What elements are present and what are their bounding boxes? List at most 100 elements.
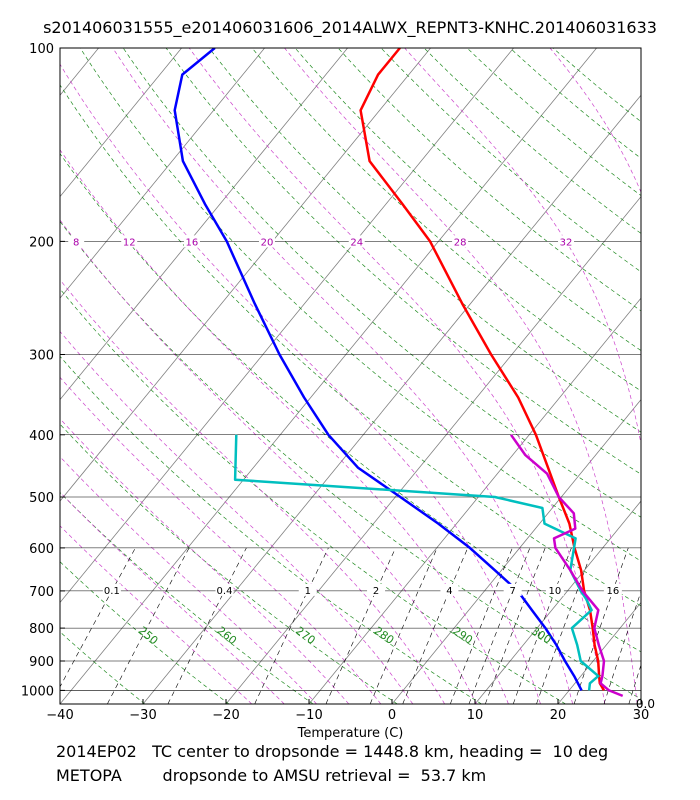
- mixing-ratio-label: 7: [509, 586, 515, 597]
- plot-area: [0, 48, 700, 704]
- x-tick-label: 10: [467, 708, 484, 723]
- dry-adiabat-line: [60, 492, 314, 704]
- y-tick-label: 600: [29, 542, 54, 557]
- isotherm-line: [60, 48, 597, 704]
- isotherm-line: [474, 500, 641, 704]
- mixing-ratio-line: [325, 547, 396, 704]
- isotherm-line: [60, 48, 265, 299]
- moist-adiabat-label: 24: [350, 237, 363, 248]
- isotherm-line: [391, 398, 641, 704]
- mixing-ratio-label-bg: [367, 583, 386, 596]
- moist-adiabat-label-bg: [348, 235, 365, 248]
- dry-adiabat-line: [294, 48, 641, 351]
- mixing-ratio-line: [167, 547, 247, 704]
- x-tick-label: 0: [388, 708, 396, 723]
- isotherm-line: [60, 48, 431, 502]
- isotherm-line: [60, 48, 348, 401]
- x-tick-label: −30: [129, 708, 156, 723]
- moist-adiabat-label: 32: [560, 237, 573, 248]
- y-tick-label: 100: [29, 42, 54, 57]
- footer-distance-heading: 2014EP02 TC center to dropsonde = 1448.8…: [56, 742, 609, 761]
- x-axis-label: Temperature (C): [297, 726, 404, 741]
- mixing-ratio-label-bg: [298, 583, 317, 596]
- isotherm-line: [308, 297, 641, 704]
- moist-adiabat-label: 28: [454, 237, 467, 248]
- isotherm-line: [640, 703, 641, 704]
- mixing-ratio-line: [603, 590, 641, 704]
- moist-adiabat-line: [60, 418, 350, 704]
- y-tick-label: 700: [29, 585, 54, 600]
- y-tick-label: 900: [29, 655, 54, 670]
- mixing-ratio-line: [369, 547, 438, 704]
- plot-background: [60, 48, 641, 704]
- x-tick-label: −10: [295, 708, 322, 723]
- dry-adiabat-line: [60, 288, 566, 704]
- mixing-ratio-line: [573, 547, 629, 704]
- mixing-ratio-label-bg: [545, 583, 564, 596]
- chart-title: s201406031555_e201406031606_2014ALWX_REP…: [43, 18, 657, 37]
- moist-adiabat-line: [692, 48, 700, 704]
- mixing-ratio-line: [468, 547, 531, 704]
- isotherm-line: [60, 48, 182, 198]
- moist-adiabat-line: [60, 491, 285, 704]
- moist-adiabat-label-bg: [68, 235, 85, 248]
- mixing-ratio-line: [485, 547, 546, 704]
- moist-adiabat-label-bg: [258, 235, 275, 248]
- profile-line-2: [173, 48, 583, 691]
- y-tick-label: 300: [29, 348, 54, 363]
- y-tick-label: 400: [29, 429, 54, 444]
- plot-frame: [59, 47, 642, 705]
- mixing-ratio-line: [628, 664, 641, 704]
- mixing-ratio-label: 2: [373, 586, 379, 597]
- y-tick-label: 200: [29, 235, 54, 250]
- mixing-ratio-line: [60, 547, 136, 688]
- moist-adiabat-line: [60, 149, 509, 704]
- moist-adiabat-label-bg: [183, 235, 200, 248]
- moist-adiabat-label-bg: [452, 235, 469, 248]
- mixing-ratio-label-bg: [603, 583, 622, 596]
- x-axis: −40 −30 −20 −10 0 10 20 30 Temperature (C): [46, 699, 649, 741]
- mixing-ratio-line: [254, 547, 329, 704]
- x-tick-label: −20: [212, 708, 239, 723]
- profile-line-3: [233, 434, 600, 691]
- dry-adiabat-line: [60, 631, 146, 704]
- dry-adiabat-line: [60, 423, 398, 704]
- dry-adiabat-line: [208, 48, 641, 433]
- moist-adiabat-label-bg: [121, 235, 138, 248]
- x-tick-label: 30: [633, 708, 650, 723]
- isotherm-line: [0, 48, 16, 704]
- mixing-ratio-labels: 0.1 0.4 1 2 4 7 10 16: [102, 583, 622, 597]
- mixing-ratio-label: 10: [549, 586, 562, 597]
- moist-adiabat-line: [112, 48, 573, 704]
- y-tick-label: 500: [29, 491, 54, 506]
- moist-adiabat-label: 12: [123, 237, 136, 248]
- mixing-ratio-label: 0.4: [217, 586, 233, 597]
- moist-adiabat-line: [60, 456, 317, 704]
- x-tick-label: −40: [46, 708, 73, 723]
- dry-adiabat-line: [60, 355, 482, 704]
- moist-adiabat-line: [60, 525, 253, 704]
- mixing-ratio-line: [536, 547, 594, 704]
- mixing-ratio-label: 4: [446, 586, 452, 597]
- moist-adiabat-line: [60, 63, 541, 704]
- mixing-ratio-label: 0.1: [104, 586, 120, 597]
- moist-adiabat-line: [60, 219, 477, 704]
- moist-adiabat-line: [188, 48, 606, 704]
- y-tick-label: 1000: [21, 684, 54, 699]
- mixing-ratio-line: [512, 547, 572, 704]
- mixing-ratio-line: [402, 547, 468, 704]
- moist-adiabat-line: [60, 330, 414, 704]
- dry-adiabat-line: [60, 153, 641, 653]
- dry-adiabat-line: [60, 702, 61, 704]
- footer-retrieval-distance: METOPA dropsonde to AMSU retrieval = 53.…: [56, 766, 487, 785]
- mixing-ratio-line: [450, 547, 513, 704]
- moist-adiabat-label: 8: [73, 237, 79, 248]
- moist-adiabat-label-bg: [558, 235, 575, 248]
- isotherm-line: [60, 48, 514, 604]
- mixing-ratio-label-bg: [102, 583, 121, 596]
- mixing-ratio-line: [107, 547, 190, 704]
- dry-adiabat-line: [60, 220, 641, 700]
- mixing-ratio-label-bg: [440, 583, 459, 596]
- moist-adiabat-line: [60, 279, 445, 704]
